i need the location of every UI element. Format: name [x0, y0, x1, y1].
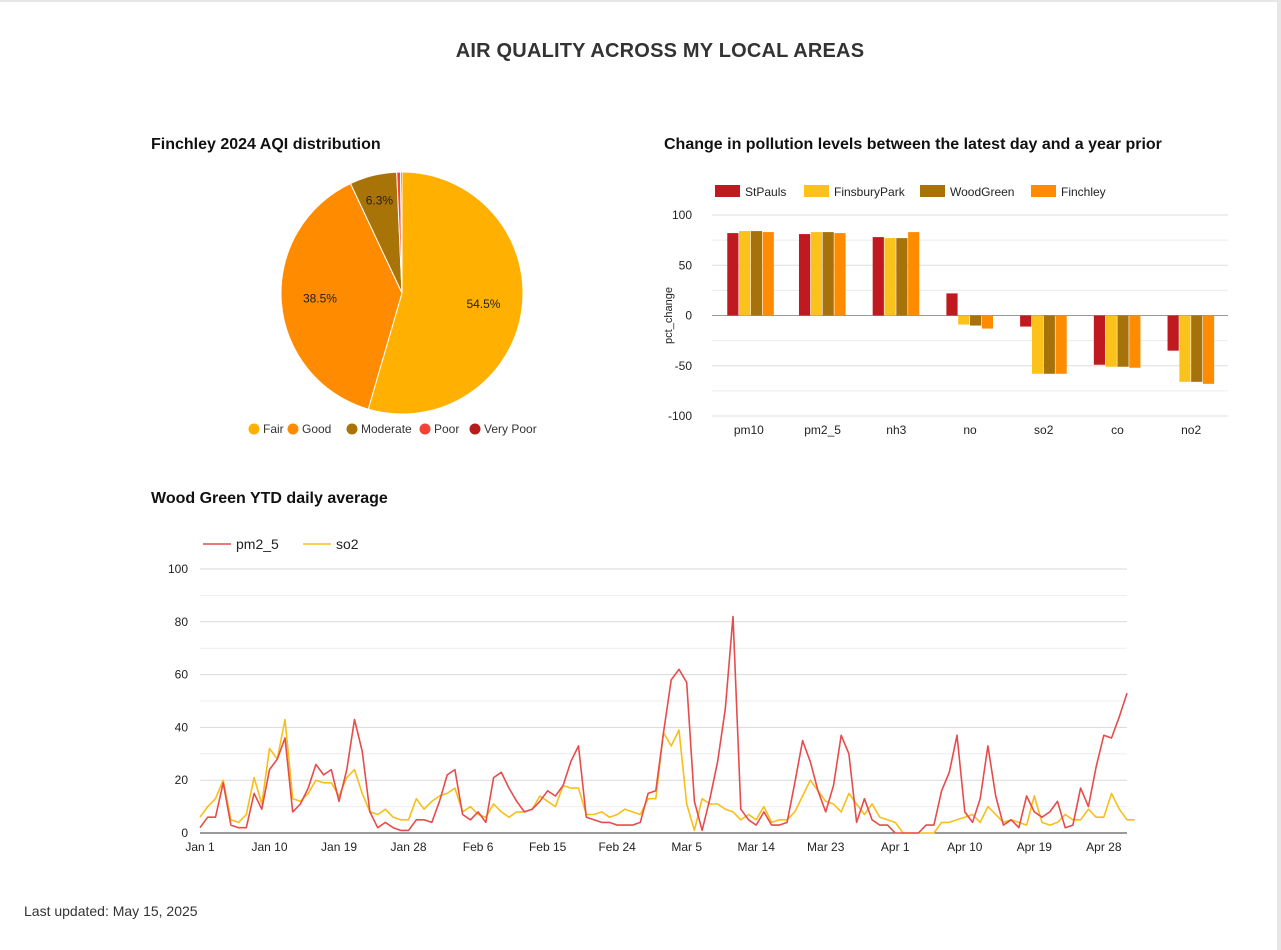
bar-finchley-pm2_5[interactable]: [834, 233, 846, 316]
legend-label-woodgreen: WoodGreen: [950, 185, 1014, 199]
bar-chart-title: Change in pollution levels between the l…: [664, 136, 1162, 153]
y-tick-label: 100: [168, 562, 188, 576]
x-tick-label: Feb 24: [598, 840, 636, 854]
bar-stpauls-co[interactable]: [1093, 315, 1106, 365]
bar-finchley-nh3[interactable]: [908, 232, 920, 316]
bar-stpauls-pm2_5[interactable]: [798, 234, 811, 316]
bar-finsburypark-co[interactable]: [1105, 315, 1117, 367]
bar-stpauls-pm10[interactable]: [727, 233, 739, 316]
x-tick-label: Feb 6: [463, 840, 494, 854]
bar-stpauls-no[interactable]: [946, 293, 958, 316]
legend-label-stpauls: StPauls: [745, 185, 786, 199]
top-border: [0, 0, 1281, 2]
series-line-so2[interactable]: [199, 718, 1135, 834]
x-tick-label: Feb 15: [529, 840, 567, 854]
y-tick-label: 100: [672, 208, 692, 222]
x-tick-label: nh3: [886, 423, 906, 437]
legend-label-moderate: Moderate: [361, 422, 412, 436]
bar-finsburypark-pm10[interactable]: [739, 231, 751, 316]
legend-label-so2: so2: [336, 536, 359, 552]
y-tick-label: 0: [181, 826, 188, 840]
legend-marker: [1031, 185, 1056, 197]
bar-finsburypark-pm2_5[interactable]: [810, 232, 822, 316]
pie-slice-good[interactable]: [280, 182, 403, 410]
bar-finchley-pm10[interactable]: [762, 232, 774, 316]
y-tick-label: 80: [175, 615, 189, 629]
bar-woodgreen-no[interactable]: [970, 315, 982, 326]
x-tick-label: no: [963, 423, 977, 437]
pie-value-label: 54.5%: [466, 297, 500, 311]
bar-woodgreen-so2[interactable]: [1043, 315, 1055, 374]
x-tick-label: Jan 10: [252, 840, 288, 854]
line-chart-title: Wood Green YTD daily average: [151, 490, 388, 507]
bar-chart[interactable]: 100 50 0 -50 -100 pct_change pm10 pm2_5 nh3 no so2…: [650, 160, 1250, 450]
y-tick-label: 40: [175, 720, 189, 734]
bar-woodgreen-pm10[interactable]: [750, 231, 763, 316]
scrollbar-track[interactable]: [1277, 0, 1281, 950]
legend-marker: [419, 423, 431, 435]
x-tick-label: Jan 1: [185, 840, 215, 854]
bar-finsburypark-no2[interactable]: [1179, 315, 1191, 382]
pie-value-label: 38.5%: [303, 292, 337, 306]
legend-marker: [715, 185, 740, 197]
bar-finsburypark-no[interactable]: [958, 315, 970, 325]
x-tick-label: Mar 14: [738, 840, 776, 854]
y-tick-label: -100: [668, 409, 692, 423]
legend-label-poor: Poor: [434, 422, 459, 436]
legend-label-finsburypark: FinsburyPark: [834, 185, 906, 199]
legend-label-pm2_5: pm2_5: [236, 536, 279, 552]
y-axis-label: pct_change: [663, 287, 675, 344]
x-tick-label: Apr 28: [1086, 840, 1122, 854]
bar-stpauls-so2[interactable]: [1020, 315, 1032, 327]
y-tick-label: -50: [675, 359, 693, 373]
legend-marker: [920, 185, 945, 197]
pie-chart[interactable]: 54.5% 38.5% 6.3% Fair Good Moderate Poor Very P…: [150, 160, 650, 450]
pie-slice-very-poor[interactable]: [399, 171, 403, 294]
x-tick-label: Mar 5: [671, 840, 702, 854]
pie-chart-title: Finchley 2024 AQI distribution: [151, 136, 381, 153]
x-tick-label: pm2_5: [804, 423, 841, 437]
x-tick-label: co: [1111, 423, 1124, 437]
last-updated-text: Last updated: May 15, 2025: [24, 903, 198, 919]
x-tick-label: Mar 23: [807, 840, 845, 854]
bar-finchley-no[interactable]: [981, 315, 993, 329]
legend-marker: [804, 185, 829, 197]
page-title: AIR QUALITY ACROSS MY LOCAL AREAS: [455, 40, 865, 62]
bar-stpauls-no2[interactable]: [1167, 315, 1179, 351]
bar-stpauls-nh3[interactable]: [872, 237, 884, 316]
bar-finchley-so2[interactable]: [1055, 315, 1067, 374]
y-tick-label: 20: [175, 773, 189, 787]
legend-label-good: Good: [302, 422, 331, 436]
x-tick-label: so2: [1034, 423, 1054, 437]
y-tick-label: 0: [685, 309, 692, 323]
y-tick-label: 60: [175, 668, 189, 682]
y-tick-label: 50: [679, 258, 693, 272]
bar-finchley-no2[interactable]: [1202, 315, 1215, 384]
x-tick-label: no2: [1181, 423, 1201, 437]
legend-marker: [248, 423, 260, 435]
legend-marker: [469, 423, 481, 435]
x-tick-label: Jan 28: [391, 840, 427, 854]
bar-finsburypark-nh3[interactable]: [884, 238, 896, 316]
legend-label-fair: Fair: [263, 422, 284, 436]
bar-finchley-co[interactable]: [1129, 315, 1141, 368]
series-line-pm2_5[interactable]: [199, 615, 1128, 834]
line-chart[interactable]: 0 20 40 60 80 100 Jan 1 Jan 10 Jan 19 Jan 28 Feb 6…: [150, 520, 1150, 860]
x-tick-label: Jan 19: [321, 840, 357, 854]
pie-value-label: 6.3%: [366, 194, 394, 208]
x-tick-label: Apr 19: [1017, 840, 1053, 854]
bar-woodgreen-pm2_5[interactable]: [822, 232, 834, 316]
legend-marker: [287, 423, 299, 435]
x-tick-label: pm10: [734, 423, 764, 437]
legend-label-finchley: Finchley: [1061, 185, 1106, 199]
bar-woodgreen-no2[interactable]: [1191, 315, 1203, 382]
bar-woodgreen-co[interactable]: [1117, 315, 1129, 367]
x-tick-label: Apr 1: [881, 840, 910, 854]
x-tick-label: Apr 10: [947, 840, 983, 854]
bar-finsburypark-so2[interactable]: [1031, 315, 1044, 374]
legend-label-very-poor: Very Poor: [484, 422, 537, 436]
pie-slice-fair[interactable]: [367, 171, 524, 415]
legend-marker: [346, 423, 358, 435]
bar-woodgreen-nh3[interactable]: [896, 238, 908, 316]
